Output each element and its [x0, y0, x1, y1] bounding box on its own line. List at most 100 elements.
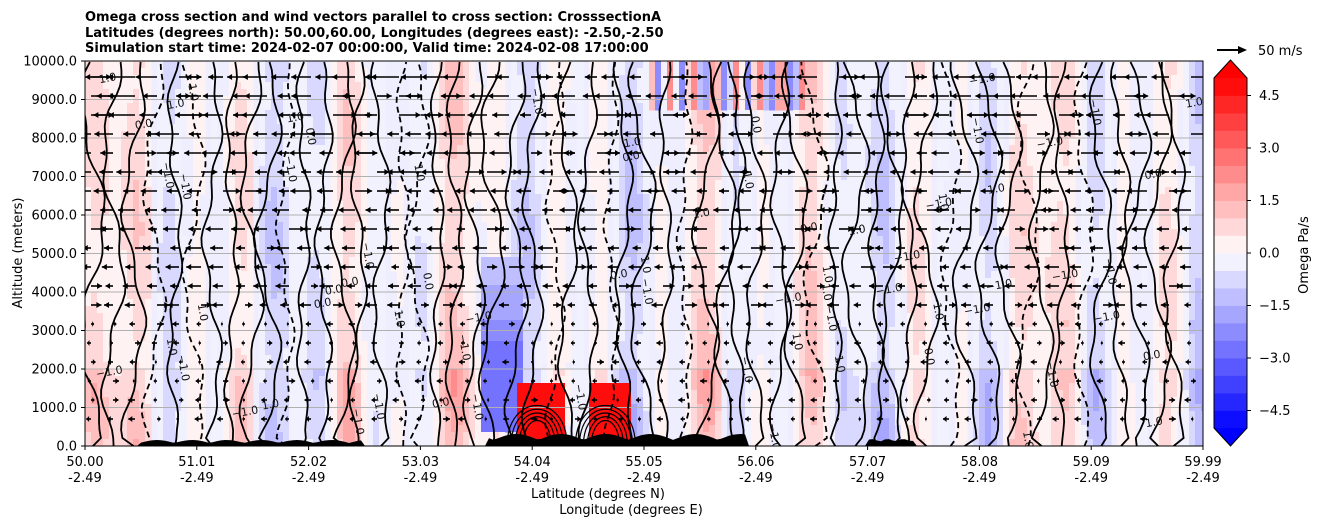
omega-cell [439, 82, 446, 90]
omega-cell [295, 145, 302, 153]
omega-cell [259, 383, 266, 391]
omega-cell [433, 320, 440, 328]
omega-cell [535, 222, 542, 230]
omega-cell [631, 285, 638, 293]
omega-cell [409, 292, 416, 300]
omega-cell [733, 292, 740, 300]
omega-cell [601, 292, 608, 300]
omega-cell [601, 110, 608, 118]
omega-cell [397, 299, 404, 307]
omega-cell [217, 397, 224, 405]
omega-cell [559, 390, 566, 398]
omega-cell [175, 334, 182, 342]
omega-cell [301, 222, 308, 230]
omega-cell [427, 264, 434, 272]
omega-cell [271, 264, 278, 272]
omega-cell [469, 145, 476, 153]
omega-cell [601, 187, 608, 195]
omega-cell [733, 411, 740, 419]
omega-cell [727, 117, 734, 125]
omega-cell [643, 201, 650, 209]
omega-cell [595, 334, 602, 342]
omega-cell [499, 68, 506, 76]
omega-cell [487, 117, 494, 125]
omega-cell [181, 411, 188, 419]
omega-cell [409, 236, 416, 244]
omega-cell [499, 397, 506, 405]
omega-cell [709, 243, 716, 251]
omega-cell [319, 68, 326, 76]
omega-cell [163, 285, 170, 293]
omega-cell [367, 194, 374, 202]
omega-cell [691, 201, 698, 209]
omega-cell [325, 271, 332, 279]
omega-cell [421, 145, 428, 153]
omega-cell [343, 299, 350, 307]
omega-cell [535, 180, 542, 188]
omega-cell [121, 201, 128, 209]
omega-cell [733, 376, 740, 384]
omega-cell [433, 285, 440, 293]
omega-cell [337, 201, 344, 209]
omega-cell [733, 138, 740, 146]
omega-cell [643, 124, 650, 132]
omega-cell [487, 390, 494, 398]
omega-cell [709, 271, 716, 279]
omega-cell [439, 271, 446, 279]
omega-cell [139, 243, 146, 251]
omega-cell [127, 61, 134, 69]
omega-cell [619, 159, 626, 167]
omega-cell [121, 82, 128, 90]
omega-cell [301, 320, 308, 328]
omega-cell [433, 75, 440, 83]
omega-cell [331, 299, 338, 307]
omega-cell [733, 166, 740, 174]
omega-cell [283, 383, 290, 391]
omega-cell [685, 418, 692, 426]
omega-cell [103, 110, 110, 118]
omega-cell [295, 257, 302, 265]
omega-cell [241, 439, 248, 446]
omega-cell [493, 194, 500, 202]
omega-cell [247, 166, 254, 174]
omega-cell [259, 236, 266, 244]
omega-cell [655, 222, 662, 230]
omega-cell [193, 320, 200, 328]
omega-cell [637, 285, 644, 293]
omega-cell [577, 61, 584, 69]
omega-cell [691, 411, 698, 419]
omega-cell [445, 425, 452, 433]
omega-cell [241, 285, 248, 293]
omega-cell [619, 124, 626, 132]
omega-cell [295, 278, 302, 286]
omega-cell [289, 145, 296, 153]
omega-cell [685, 306, 692, 314]
omega-cell [547, 285, 554, 293]
omega-cell [337, 75, 344, 83]
omega-cell [121, 229, 128, 237]
omega-cell [277, 152, 284, 160]
omega-cell [625, 432, 632, 440]
omega-cell [739, 229, 746, 237]
omega-cell [367, 152, 374, 160]
omega-cell [259, 110, 266, 118]
omega-cell [289, 432, 296, 440]
omega-cell [349, 376, 356, 384]
omega-cell [589, 145, 596, 153]
omega-cell [625, 313, 632, 321]
omega-cell [703, 215, 710, 223]
omega-cell [265, 362, 272, 370]
omega-cell [259, 285, 266, 293]
omega-cell [445, 194, 452, 202]
omega-cell [235, 89, 242, 97]
omega-cell [127, 103, 134, 111]
omega-cell [475, 397, 482, 405]
omega-cell [577, 152, 584, 160]
omega-cell [481, 110, 488, 118]
omega-cell [361, 439, 368, 446]
omega-cell [109, 229, 116, 237]
omega-cell [553, 397, 560, 405]
omega-cell [379, 397, 386, 405]
omega-cell [631, 376, 638, 384]
omega-cell [271, 124, 278, 132]
